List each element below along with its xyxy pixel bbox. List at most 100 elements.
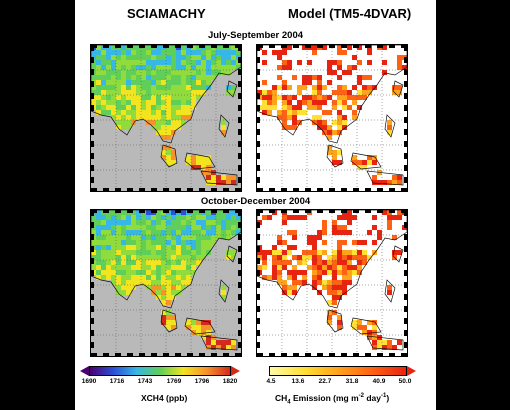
map-grid-cell [171,290,176,295]
map-grid-cell [292,115,297,120]
map-grid-cell [357,240,362,245]
map-grid-cell [322,260,327,265]
map-grid-cell [277,235,282,240]
frame-tick [238,246,241,252]
map-grid-cell [206,235,211,240]
map-grid-cell [226,175,231,180]
map-grid-cell [166,105,171,110]
map-grid-cell [337,125,342,130]
map-grid-cell [191,55,196,60]
map-grid-cell [111,215,116,220]
colorbar-right-arrow [407,366,416,376]
frame-tick [103,45,109,48]
map-grid-cell [136,240,141,245]
map-grid-cell [126,225,131,230]
header-model: Model (TM5-4DVAR) [288,6,412,21]
frame-tick [187,188,193,191]
map-grid-cell [206,85,211,90]
map-grid-cell [156,45,161,50]
frame-tick [238,330,241,336]
map-grid-cell [181,60,186,65]
frame-tick [293,188,299,191]
map-grid-cell [317,255,322,260]
map-grid-cell [141,255,146,260]
map-grid-cell [106,220,111,225]
map-grid-cell [257,250,262,255]
map-grid-cell [116,215,121,220]
map-grid-cell [101,250,106,255]
map-grid-cell [116,220,121,225]
frame-tick [329,45,335,48]
map-grid-cell [91,90,96,95]
map-grid-cell [206,65,211,70]
colorbar-emission-tick: 50.0 [398,378,412,385]
map-grid-cell [201,320,206,325]
map-grid-cell [317,275,322,280]
frame-tick [257,129,260,135]
map-grid-cell [332,90,337,95]
frame-tick [404,306,407,312]
map-grid-cell [206,320,211,325]
map-grid-cell [312,105,317,110]
colorbar-emission-tick: 13.6 [291,378,305,385]
map-grid-cell [277,85,282,90]
map-grid-cell [121,275,126,280]
map-grid-cell [337,215,342,220]
map-grid-cell [277,240,282,245]
frame-tick [151,45,157,48]
map-grid-cell [166,55,171,60]
frame-tick [91,69,94,75]
map-grid-cell [146,245,151,250]
map-grid-cell [277,280,282,285]
map-grid-cell [302,215,307,220]
map-grid-cell [176,220,181,225]
frame-tick [377,188,383,191]
map-grid-cell [166,80,171,85]
frame-tick [281,188,287,191]
map-grid-cell [121,255,126,260]
map-grid-cell [186,55,191,60]
map-grid-cell [171,75,176,80]
map-grid-cell [161,145,166,150]
frame-tick [238,222,241,228]
map-grid-cell [181,85,186,90]
frame-tick [127,188,133,191]
map-svg [91,210,241,356]
map-grid-cell [312,285,317,290]
map-grid-cell [126,240,131,245]
map-grid-cell [211,65,216,70]
map-grid-cell [191,325,196,330]
map-grid-cell [131,120,136,125]
frame-tick [91,81,94,87]
map-grid-cell [131,225,136,230]
coastline [257,210,407,309]
map-grid-cell [317,280,322,285]
map-grid-cell [91,75,96,80]
frame-tick [377,210,383,213]
map-grid-cell [101,245,106,250]
map-grid-cell [131,55,136,60]
map-grid-cell [312,265,317,270]
map-grid-cell [101,225,106,230]
map-grid-cell [146,240,151,245]
frame-tick [404,330,407,336]
map-grid-cell [327,315,332,320]
map-grid-cell [201,80,206,85]
map-grid-cell [116,60,121,65]
map-grid-cell [156,55,161,60]
map-grid-cell [267,275,272,280]
map-grid-cell [116,110,121,115]
frame-tick [238,270,241,276]
map-grid-cell [236,215,241,220]
map-grid-cell [342,270,347,275]
map-grid-cell [161,240,166,245]
map-grid-cell [297,260,302,265]
frame-tick [341,45,347,48]
map-grid-cell [357,105,362,110]
map-grid-cell [216,340,221,345]
colorbar-xch4-label: XCH4 (ppb) [141,393,188,403]
map-grid-cell [96,255,101,260]
map-grid-cell [176,215,181,220]
map-grid-cell [181,260,186,265]
map-grid-cell [126,75,131,80]
